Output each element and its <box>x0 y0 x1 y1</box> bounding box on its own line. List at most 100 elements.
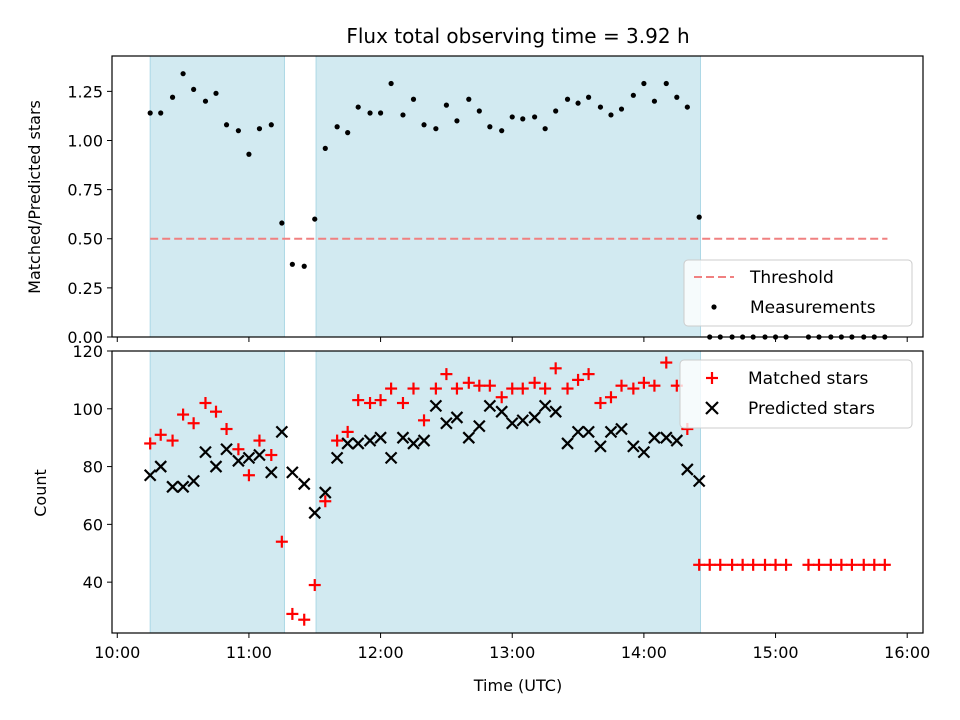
predicted-stars-point <box>627 440 640 453</box>
matched-stars-point <box>210 405 223 418</box>
predicted-stars-point <box>187 474 200 488</box>
legend-predicted-label: Predicted stars <box>748 399 875 419</box>
matched-stars-point <box>286 607 299 620</box>
predicted-stars-point <box>396 431 410 444</box>
matched-stars-point <box>418 414 431 427</box>
matched-stars-point <box>396 397 409 410</box>
matched-stars-point <box>572 373 585 386</box>
count-panel-frame <box>111 350 924 634</box>
measurements-point <box>630 92 636 98</box>
legend-threshold-label: Threshold <box>749 268 834 288</box>
y-tick-label: 40 <box>83 573 103 592</box>
measurements-point <box>400 112 406 118</box>
matched-stars-point <box>878 558 891 571</box>
matched-stars-point <box>364 397 377 410</box>
measurements-point <box>575 100 581 106</box>
matched-stars-point <box>516 382 529 395</box>
matched-stars-point <box>627 382 640 395</box>
predicted-stars-point <box>232 454 245 468</box>
matched-stars-point <box>835 558 848 571</box>
measurements-point <box>367 110 373 116</box>
measurements-point <box>433 126 439 132</box>
measurements-point <box>202 98 209 104</box>
x-tick-label: 15:00 <box>752 643 798 662</box>
observing-window-1 <box>149 350 285 634</box>
predicted-stars-point <box>637 445 651 459</box>
matched-stars-point <box>648 379 661 392</box>
matched-stars-point <box>319 495 332 508</box>
predicted-stars-point <box>571 425 585 439</box>
matched-stars-point <box>483 379 496 392</box>
matched-stars-point <box>845 558 858 571</box>
matched-stars-point <box>352 394 365 407</box>
measurements-point <box>663 80 669 87</box>
matched-stars-point <box>714 558 727 571</box>
measurements-point <box>641 80 647 87</box>
y-tick-label: 100 <box>72 400 103 419</box>
matched-stars-point <box>780 558 793 571</box>
matched-stars-point <box>374 394 387 407</box>
predicted-stars-point <box>495 405 508 418</box>
matched-stars-point <box>495 391 508 404</box>
matched-stars-point <box>528 376 541 389</box>
predicted-stars-point <box>417 434 431 447</box>
predicted-stars-point <box>265 466 278 479</box>
predicted-stars-point <box>440 416 453 430</box>
y-tick-label: 1.25 <box>67 82 103 101</box>
predicted-stars-point <box>286 466 299 479</box>
x-tick-label: 16:00 <box>884 643 930 662</box>
matched-stars-point <box>385 382 398 395</box>
predicted-stars-point <box>505 416 519 430</box>
ratio-panel-ylabel: Matched/Predicted stars <box>25 100 44 294</box>
matched-stars-point <box>693 558 706 571</box>
y-tick-label: 1.00 <box>67 131 103 150</box>
predicted-stars-point <box>615 422 628 436</box>
matched-stars-point <box>187 417 200 430</box>
predicted-stars-point <box>659 431 673 444</box>
predicted-stars-point <box>143 468 157 482</box>
predicted-stars-point <box>692 474 706 488</box>
legend-matched-swatch <box>706 372 718 384</box>
measurements-point <box>585 94 592 100</box>
observing-window-2 <box>315 350 702 634</box>
predicted-stars-point <box>670 434 684 447</box>
measurements-point <box>466 96 472 102</box>
observing-window-1 <box>149 55 285 338</box>
matched-stars-point <box>802 558 815 571</box>
legend-predicted-swatch <box>705 401 719 415</box>
matched-stars-point <box>539 382 552 395</box>
matched-stars-point <box>275 535 288 548</box>
measurements-point <box>532 114 538 120</box>
measurements-point <box>322 145 328 151</box>
measurements-point <box>180 71 186 77</box>
matched-stars-point <box>549 362 562 375</box>
measurements-point <box>542 126 548 132</box>
measurements-point <box>191 86 197 93</box>
predicted-stars-point <box>528 411 541 424</box>
matched-stars-point <box>232 443 245 456</box>
legend-matched-label: Matched stars <box>748 369 868 389</box>
matched-stars-point <box>473 379 486 392</box>
matched-stars-point <box>582 368 595 381</box>
matched-stars-point <box>253 434 266 447</box>
matched-stars-point <box>407 382 420 395</box>
measurements-point <box>651 98 658 104</box>
matched-stars-point <box>450 382 463 395</box>
matched-stars-point <box>703 558 716 571</box>
predicted-stars-point <box>209 460 223 473</box>
y-tick-label: 0.50 <box>67 230 103 249</box>
predicted-stars-point <box>341 437 354 450</box>
measurements-point <box>388 80 394 87</box>
matched-stars-point <box>736 558 749 571</box>
y-tick-label: 0.25 <box>67 279 103 298</box>
predicted-stars-point <box>154 460 167 473</box>
matched-stars-point <box>154 428 167 441</box>
predicted-stars-point <box>351 437 365 450</box>
predicted-stars-point <box>242 451 256 465</box>
matched-stars-point <box>812 558 825 571</box>
predicted-stars-point <box>561 437 574 450</box>
predicted-stars-point <box>450 411 464 424</box>
matched-stars-point <box>824 558 837 571</box>
measurements-point <box>158 110 164 116</box>
predicted-stars-point <box>462 431 476 444</box>
